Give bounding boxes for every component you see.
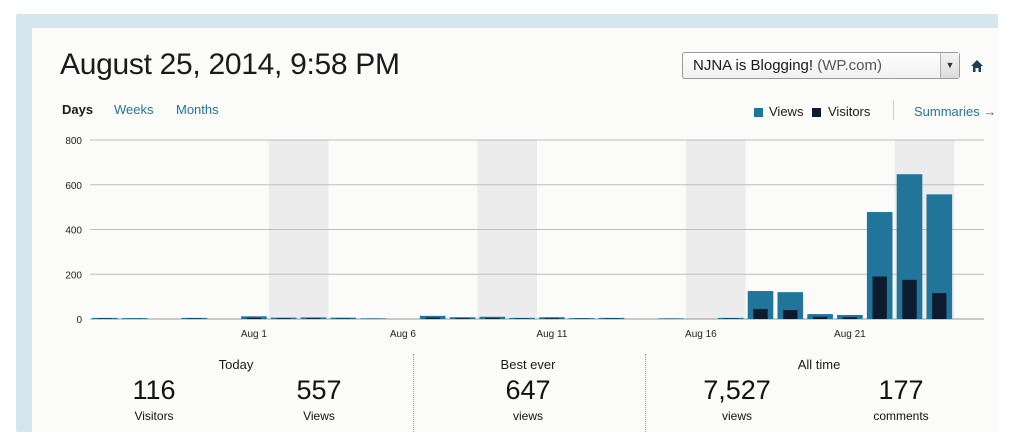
- today-summary: Today 116 Visitors 557 Views: [32, 353, 412, 433]
- x-tick-label: Aug 16: [685, 329, 717, 340]
- site-select-name: NJNA is Blogging!: [693, 57, 814, 74]
- bar-visitors: [425, 317, 440, 319]
- bar-views: [837, 314, 863, 319]
- all-time-views-label: views: [721, 409, 753, 423]
- bar-visitors: [902, 279, 917, 319]
- bar-visitors: [276, 318, 291, 319]
- bar-visitors: [306, 318, 321, 319]
- summary-divider: [645, 354, 646, 432]
- bar-visitors: [455, 318, 470, 319]
- tab-weeks[interactable]: Weeks: [114, 102, 154, 117]
- all-time-comments-value: 177: [878, 375, 924, 405]
- stats-panel: August 25, 2014, 9:58 PM NJNA is Bloggin…: [32, 28, 998, 432]
- page-title: August 25, 2014, 9:58 PM: [60, 48, 400, 81]
- x-tick-label: Aug 11: [536, 329, 567, 340]
- all-time-comments-label: comments: [873, 409, 929, 423]
- tab-months[interactable]: Months: [176, 102, 219, 117]
- legend-label-visitors: Visitors: [828, 104, 871, 119]
- all-time-heading: All time: [797, 357, 841, 372]
- today-heading: Today: [218, 357, 254, 372]
- bar-visitors: [544, 318, 560, 319]
- home-icon[interactable]: [970, 59, 984, 73]
- chevron-down-icon[interactable]: ▼: [940, 53, 959, 78]
- bar-visitors: [246, 317, 262, 319]
- bar-visitors: [872, 276, 887, 319]
- x-tick-label: Aug 1: [241, 329, 268, 340]
- bar-views: [92, 317, 118, 319]
- bar-views: [449, 317, 476, 319]
- bar-views: [479, 316, 506, 319]
- today-views-label: Views: [303, 409, 335, 423]
- bar-views: [121, 318, 148, 319]
- bar-views: [509, 317, 535, 319]
- y-tick-label: 600: [65, 181, 82, 192]
- x-tick-label: Aug 6: [390, 329, 417, 340]
- all-time-views-value: 7,527: [703, 375, 771, 405]
- bar-visitors: [753, 308, 768, 319]
- bar-views: [807, 314, 833, 319]
- bar-visitors: [812, 316, 828, 319]
- legend-swatch-visitors: [812, 108, 821, 117]
- bar-views: [330, 317, 357, 319]
- bar-views: [658, 318, 684, 319]
- y-tick-label: 200: [65, 270, 82, 281]
- summaries-link[interactable]: Summaries →: [914, 104, 997, 119]
- bar-views: [717, 317, 744, 319]
- y-tick-label: 800: [65, 136, 82, 147]
- best-ever-label: views: [512, 409, 544, 423]
- bar-visitors: [842, 317, 858, 319]
- x-tick-label: Aug 21: [834, 329, 866, 340]
- bar-visitors: [485, 318, 500, 319]
- today-views-value: 557: [296, 375, 342, 405]
- bar-visitors: [783, 310, 798, 319]
- bar-views: [300, 317, 327, 319]
- y-tick-label: 400: [65, 226, 82, 237]
- today-visitors-label: Visitors: [134, 409, 174, 423]
- bar-visitors: [932, 293, 947, 319]
- views-chart: 0 200 400 600 800 Aug 1 Aug 6 Aug 11 Aug 16 Aug 2…: [65, 136, 984, 340]
- y-tick-label: 0: [76, 315, 82, 326]
- bar-views: [419, 315, 446, 319]
- site-select-suffix: (WP.com): [817, 57, 882, 74]
- best-ever-heading: Best ever: [500, 357, 556, 372]
- best-ever-value: 647: [505, 375, 551, 405]
- legend-label-views: Views: [769, 104, 804, 119]
- bar-views: [598, 317, 625, 319]
- bar-views: [241, 316, 267, 319]
- bar-views: [181, 317, 208, 319]
- stats-widget-frame: August 25, 2014, 9:58 PM NJNA is Bloggin…: [16, 14, 998, 432]
- legend-swatch-views: [754, 108, 763, 117]
- bar-views: [539, 317, 565, 319]
- today-visitors-value: 116: [132, 375, 176, 405]
- tab-days[interactable]: Days: [62, 102, 94, 117]
- all-time-summary: All time 7,527 views 177 comments: [645, 353, 998, 433]
- legend-divider: [893, 100, 894, 120]
- bar-views: [360, 318, 386, 319]
- site-select[interactable]: NJNA is Blogging! (WP.com) ▼: [682, 52, 960, 79]
- summary-divider: [413, 354, 414, 432]
- best-ever-summary: Best ever 647 views: [413, 353, 645, 433]
